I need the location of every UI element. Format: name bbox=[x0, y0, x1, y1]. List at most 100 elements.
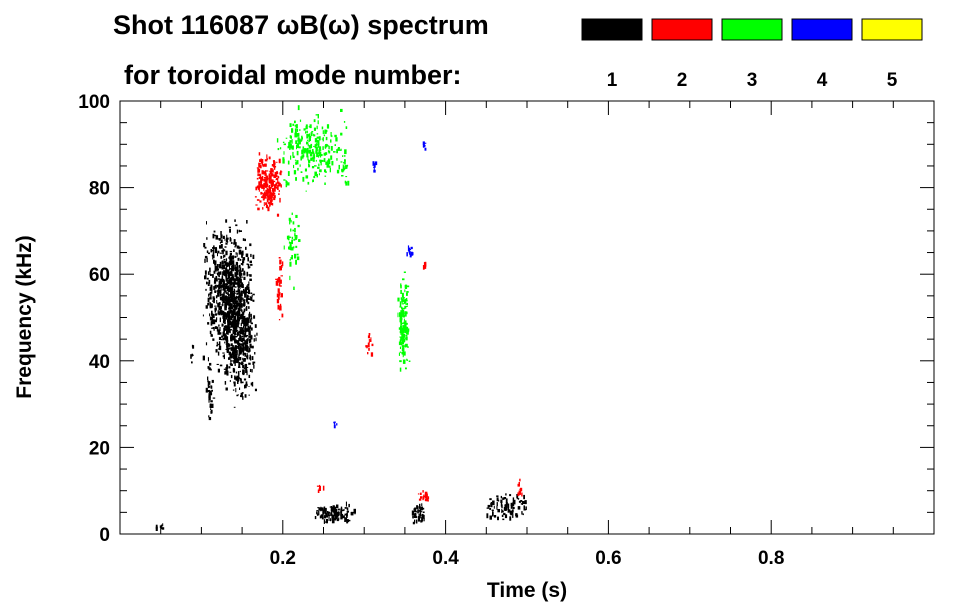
spectrum-pixel bbox=[268, 202, 271, 205]
spectrum-pixel bbox=[207, 390, 210, 393]
spectrum-pixel bbox=[402, 352, 404, 358]
spectrum-region-mode-2 bbox=[316, 484, 325, 493]
spectrum-pixel bbox=[258, 162, 260, 167]
spectrum-pixel bbox=[231, 261, 233, 265]
spectrum-pixel bbox=[289, 245, 292, 250]
spectrum-pixel bbox=[241, 381, 244, 384]
spectrum-pixel bbox=[521, 503, 524, 505]
spectrum-pixel bbox=[315, 150, 318, 154]
spectrum-pixel bbox=[239, 334, 241, 339]
spectrum-pixel bbox=[233, 312, 236, 315]
spectrum-pixel bbox=[402, 325, 405, 330]
spectrum-pixel bbox=[227, 311, 229, 316]
spectrum-pixel bbox=[228, 257, 230, 259]
spectrum-pixel bbox=[220, 234, 223, 239]
spectrum-pixel bbox=[235, 322, 238, 328]
spectrum-pixel bbox=[400, 323, 403, 325]
spectrum-pixel bbox=[313, 133, 315, 137]
spectrum-pixel bbox=[275, 172, 279, 175]
spectrum-pixel bbox=[239, 347, 242, 350]
spectrum-pixel bbox=[210, 333, 213, 337]
spectrum-pixel bbox=[223, 295, 225, 299]
spectrum-pixel bbox=[317, 507, 320, 509]
spectrum-pixel bbox=[301, 155, 304, 159]
spectrum-pixel bbox=[340, 148, 342, 151]
spectrum-pixel bbox=[234, 242, 237, 247]
legend-label-mode-2: 2 bbox=[677, 70, 688, 91]
spectrum-pixel bbox=[401, 338, 404, 340]
spectrum-pixel bbox=[319, 149, 322, 151]
spectrum-pixel bbox=[216, 326, 218, 328]
spectrum-pixel bbox=[228, 296, 230, 300]
spectrum-pixel bbox=[236, 262, 239, 265]
spectrum-pixel bbox=[298, 138, 301, 144]
spectrum-pixel bbox=[275, 278, 277, 280]
spectrum-pixel bbox=[493, 515, 497, 518]
spectrum-pixel bbox=[229, 354, 232, 358]
spectrum-pixel bbox=[225, 250, 228, 256]
spectrum-pixel bbox=[329, 167, 331, 173]
spectrum-pixel bbox=[486, 513, 489, 519]
spectrum-pixel bbox=[274, 171, 277, 176]
spectrum-pixel bbox=[368, 338, 370, 343]
spectrum-pixel bbox=[245, 254, 248, 257]
spectrum-pixel bbox=[206, 257, 208, 263]
spectrum-pixel bbox=[278, 190, 280, 193]
spectrum-pixel bbox=[246, 291, 249, 294]
spectrum-pixel bbox=[315, 143, 318, 147]
spectrum-pixel bbox=[283, 179, 286, 181]
spectrum-pixel bbox=[492, 509, 494, 514]
spectrum-pixel bbox=[331, 510, 333, 514]
spectrum-pixel bbox=[233, 291, 235, 293]
spectrum-pixel bbox=[399, 313, 402, 317]
spectrum-pixel bbox=[321, 154, 323, 157]
spectrum-pixel bbox=[235, 252, 237, 255]
spectrum-pixel bbox=[324, 175, 327, 177]
spectrum-pixel bbox=[228, 311, 232, 314]
spectrum-pixel bbox=[324, 507, 327, 512]
spectrum-pixel bbox=[219, 271, 222, 275]
spectrum-pixel bbox=[230, 359, 232, 363]
spectrum-pixel bbox=[219, 291, 222, 297]
spectrum-pixel bbox=[321, 517, 324, 520]
spectrum-pixel bbox=[214, 319, 217, 323]
spectrum-pixel bbox=[248, 314, 250, 319]
spectrum-pixel bbox=[279, 259, 282, 265]
spectrum-pixel bbox=[226, 343, 229, 347]
spectrum-pixel bbox=[249, 274, 252, 277]
spectrum-pixel bbox=[340, 511, 343, 513]
spectrum-pixel bbox=[288, 235, 290, 241]
spectrum-pixel bbox=[496, 502, 498, 507]
spectrum-pixel bbox=[287, 160, 290, 165]
spectrum-pixel bbox=[222, 297, 224, 301]
spectrum-pixel bbox=[210, 400, 213, 403]
spectrum-pixel bbox=[336, 149, 338, 154]
spectrum-pixel bbox=[294, 253, 297, 259]
spectrum-pixel bbox=[345, 181, 348, 186]
spectrum-pixel bbox=[414, 507, 417, 513]
spectrum-pixel bbox=[336, 423, 338, 426]
spectrum-pixel bbox=[225, 258, 228, 262]
spectrum-pixel bbox=[228, 271, 231, 276]
spectrum-pixel bbox=[250, 253, 252, 258]
spectrum-pixel bbox=[239, 387, 241, 390]
spectrum-pixel bbox=[218, 345, 222, 351]
spectrum-pixel bbox=[218, 324, 220, 327]
spectrum-pixel bbox=[344, 159, 346, 165]
spectrum-pixel bbox=[233, 303, 236, 304]
spectrum-pixel bbox=[232, 268, 234, 272]
spectrum-pixel bbox=[280, 275, 283, 277]
axis-ticks: 0.2 0.4 0.6 0.8 0 20 40 60 80 100 bbox=[78, 92, 934, 569]
spectrum-pixel bbox=[230, 292, 234, 296]
spectrum-pixel bbox=[237, 377, 240, 382]
spectrum-pixel bbox=[251, 381, 254, 387]
spectrum-pixel bbox=[516, 513, 518, 515]
spectrum-pixel bbox=[310, 158, 312, 160]
spectrum-pixel bbox=[238, 366, 241, 368]
spectrum-pixel bbox=[283, 151, 285, 155]
spectrum-pixel bbox=[207, 322, 210, 325]
spectrum-pixel bbox=[290, 219, 292, 223]
spectrum-pixel bbox=[314, 516, 317, 520]
spectrum-pixel bbox=[333, 424, 336, 429]
spectrum-pixel bbox=[265, 173, 267, 178]
